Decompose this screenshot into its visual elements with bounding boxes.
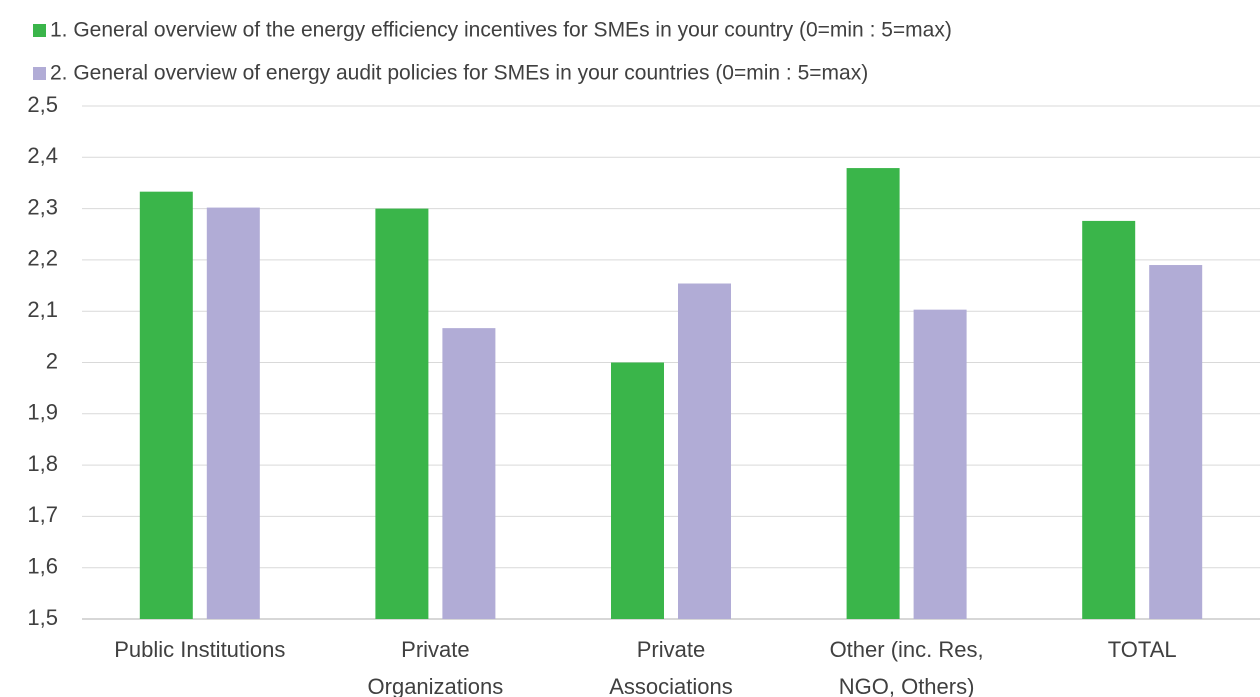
bar bbox=[678, 283, 731, 619]
legend-item: 2. General overview of energy audit poli… bbox=[33, 62, 868, 85]
y-tick-label: 2,1 bbox=[27, 297, 58, 322]
bar bbox=[206, 207, 260, 619]
x-tick-label: Organizations bbox=[368, 674, 504, 697]
legend-item: 1. General overview of the energy effici… bbox=[33, 19, 952, 42]
y-tick-label: 2,2 bbox=[27, 246, 58, 271]
bar bbox=[375, 208, 429, 619]
legend-swatch bbox=[33, 24, 46, 37]
legend-label: 1. General overview of the energy effici… bbox=[50, 19, 952, 42]
y-tick-label: 2,5 bbox=[27, 92, 58, 117]
bar bbox=[1082, 220, 1136, 620]
x-tick-label: Private bbox=[401, 637, 469, 662]
legend-swatch bbox=[33, 67, 46, 80]
x-tick-label: Private bbox=[637, 637, 705, 662]
x-tick-label: NGO, Others) bbox=[839, 674, 975, 697]
bar bbox=[611, 362, 664, 619]
y-tick-label: 2,3 bbox=[27, 194, 58, 219]
bar bbox=[1149, 265, 1203, 619]
x-tick-label: Public Institutions bbox=[114, 637, 285, 662]
bar bbox=[913, 309, 967, 619]
bar bbox=[442, 328, 496, 619]
y-tick-label: 1,5 bbox=[27, 605, 58, 630]
x-tick-label: Other (inc. Res, bbox=[830, 637, 984, 662]
y-tick-label: 1,9 bbox=[27, 400, 58, 425]
x-tick-label: TOTAL bbox=[1108, 637, 1177, 662]
legend: 1. General overview of the energy effici… bbox=[33, 19, 952, 85]
bar bbox=[139, 191, 193, 619]
y-tick-label: 1,7 bbox=[27, 502, 58, 527]
bar bbox=[846, 168, 900, 619]
bars bbox=[139, 168, 1203, 620]
x-tick-label: Associations bbox=[609, 674, 733, 697]
x-axis-labels: Public Institutions Private Organizations P… bbox=[114, 637, 1176, 697]
y-tick-label: 1,6 bbox=[27, 554, 58, 579]
y-tick-label: 1,8 bbox=[27, 451, 58, 476]
y-tick-label: 2,4 bbox=[27, 143, 58, 168]
gridlines bbox=[82, 105, 1260, 620]
y-tick-label: 2 bbox=[46, 348, 58, 373]
y-axis-ticks: 1,5 1,6 1,7 1,8 1,9 2 2,1 2,2 2,3 2,4 2,5 bbox=[27, 92, 58, 630]
legend-label: 2. General overview of energy audit poli… bbox=[50, 62, 868, 85]
